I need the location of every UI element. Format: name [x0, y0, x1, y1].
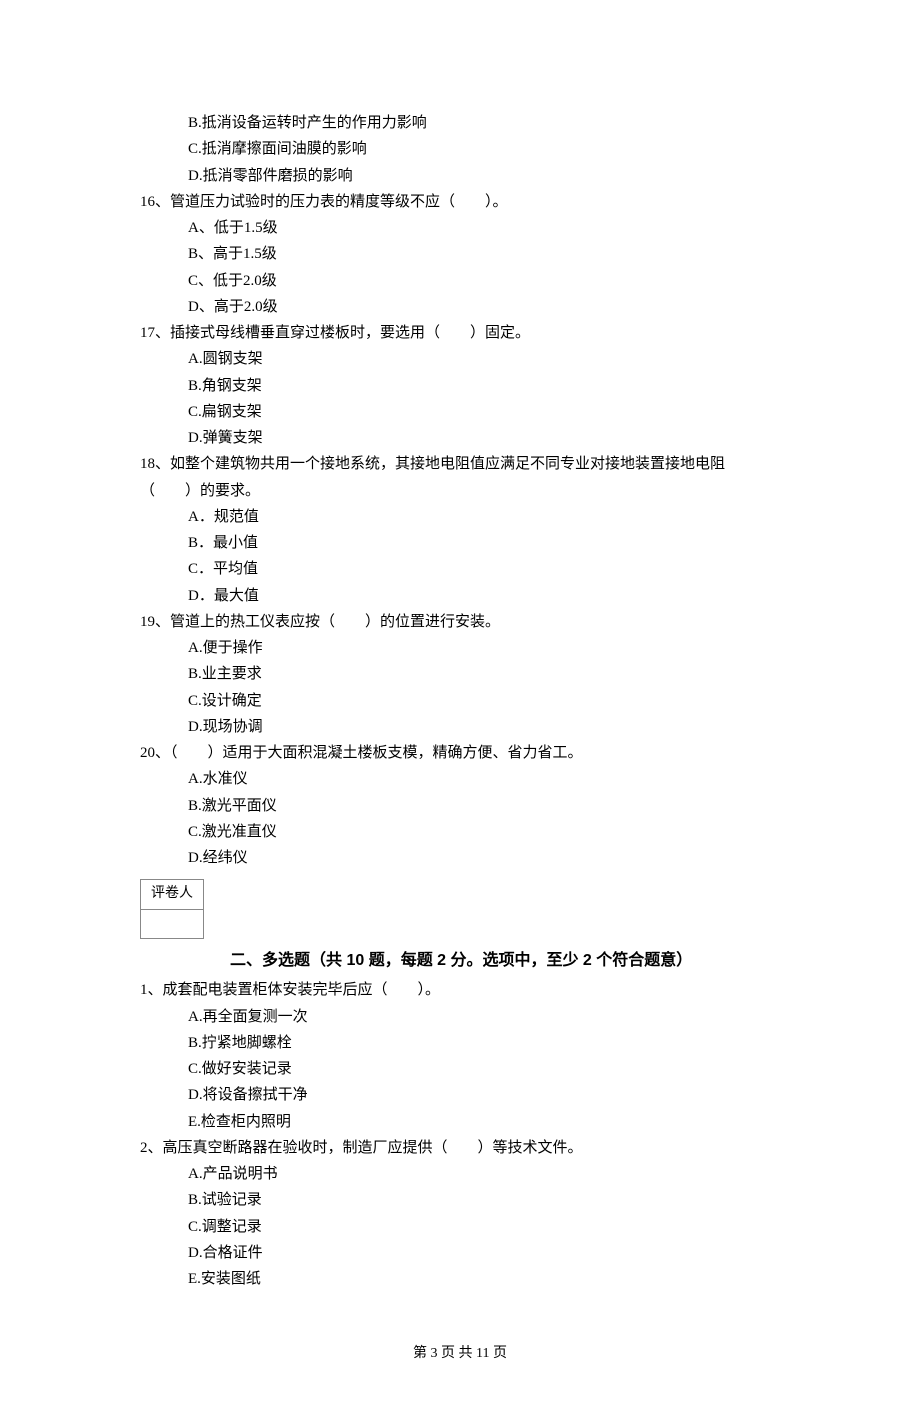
- option-text: D.合格证件: [140, 1240, 780, 1266]
- option-text: E.检查柜内照明: [140, 1109, 780, 1135]
- question-stem: 19、管道上的热工仪表应按（ ）的位置进行安装。: [140, 609, 780, 635]
- grader-blank: [141, 909, 204, 939]
- option-text: D．最大值: [140, 583, 780, 609]
- option-text: D.经纬仪: [140, 845, 780, 871]
- page-footer: 第 3 页 共 11 页: [140, 1342, 780, 1367]
- question-stem: 20、（ ）适用于大面积混凝土楼板支模，精确方便、省力省工。: [140, 740, 780, 766]
- question-stem: 18、如整个建筑物共用一个接地系统，其接地电阻值应满足不同专业对接地装置接地电阻: [140, 451, 780, 477]
- option-text: C．平均值: [140, 556, 780, 582]
- option-text: A.便于操作: [140, 635, 780, 661]
- option-text: A.产品说明书: [140, 1161, 780, 1187]
- option-text: D.将设备擦拭干净: [140, 1082, 780, 1108]
- option-text: A.水准仪: [140, 766, 780, 792]
- option-text: A.再全面复测一次: [140, 1004, 780, 1030]
- option-text: A、低于1.5级: [140, 215, 780, 241]
- option-text: D、高于2.0级: [140, 294, 780, 320]
- option-text: C.抵消摩擦面间油膜的影响: [140, 136, 780, 162]
- option-text: C.调整记录: [140, 1214, 780, 1240]
- option-text: C.设计确定: [140, 688, 780, 714]
- option-text: B.抵消设备运转时产生的作用力影响: [140, 110, 780, 136]
- option-text: B.业主要求: [140, 661, 780, 687]
- option-text: C.激光准直仪: [140, 819, 780, 845]
- option-text: C.扁钢支架: [140, 399, 780, 425]
- grader-box: 评卷人: [140, 879, 204, 939]
- option-text: D.弹簧支架: [140, 425, 780, 451]
- question-stem: 17、插接式母线槽垂直穿过楼板时，要选用（ ）固定。: [140, 320, 780, 346]
- option-text: C.做好安装记录: [140, 1056, 780, 1082]
- option-text: A．规范值: [140, 504, 780, 530]
- option-text: B.试验记录: [140, 1187, 780, 1213]
- option-text: B．最小值: [140, 530, 780, 556]
- section-header-row: 评卷人: [140, 871, 780, 941]
- option-text: D.现场协调: [140, 714, 780, 740]
- option-text: E.安装图纸: [140, 1266, 780, 1292]
- option-text: A.圆钢支架: [140, 346, 780, 372]
- option-text: B.激光平面仪: [140, 793, 780, 819]
- question-stem: 1、成套配电装置柜体安装完毕后应（ ）。: [140, 977, 780, 1003]
- section-title: 二、多选题（共 10 题，每题 2 分。选项中，至少 2 个符合题意）: [140, 947, 780, 977]
- option-text: D.抵消零部件磨损的影响: [140, 163, 780, 189]
- question-stem: （ ）的要求。: [140, 478, 780, 504]
- option-text: B.角钢支架: [140, 373, 780, 399]
- option-text: C、低于2.0级: [140, 268, 780, 294]
- question-stem: 16、管道压力试验时的压力表的精度等级不应（ ）。: [140, 189, 780, 215]
- option-text: B.拧紧地脚螺栓: [140, 1030, 780, 1056]
- option-text: B、高于1.5级: [140, 241, 780, 267]
- grader-label: 评卷人: [141, 880, 204, 910]
- question-stem: 2、高压真空断路器在验收时，制造厂应提供（ ）等技术文件。: [140, 1135, 780, 1161]
